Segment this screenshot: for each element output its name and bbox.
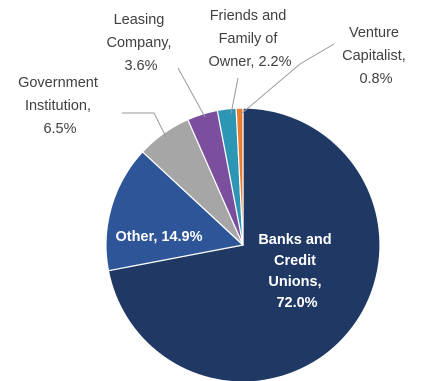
leader-lines — [122, 43, 335, 138]
label-leasing: Leasing Company, 3.6% — [106, 12, 175, 74]
pie-slice-other — [105, 150, 245, 272]
leader-line-government — [122, 112, 167, 138]
label-other: Other, 14.9% — [115, 229, 202, 245]
leader-line-leasing — [177, 67, 206, 118]
pie-slice-venture — [235, 107, 244, 246]
label-government: Government Institution, 6.5% — [18, 75, 102, 137]
pie-slices — [105, 107, 381, 381]
label-friends: Friends and Family of Owner, 2.2% — [208, 8, 291, 70]
leader-line-venture — [240, 43, 335, 115]
label-banks: Banks and Credit Unions, 72.0% — [258, 232, 335, 311]
label-venture: Venture Capitalist, 0.8% — [342, 25, 410, 87]
leader-line-friends — [230, 77, 239, 115]
pie-slice-banks — [107, 107, 381, 381]
